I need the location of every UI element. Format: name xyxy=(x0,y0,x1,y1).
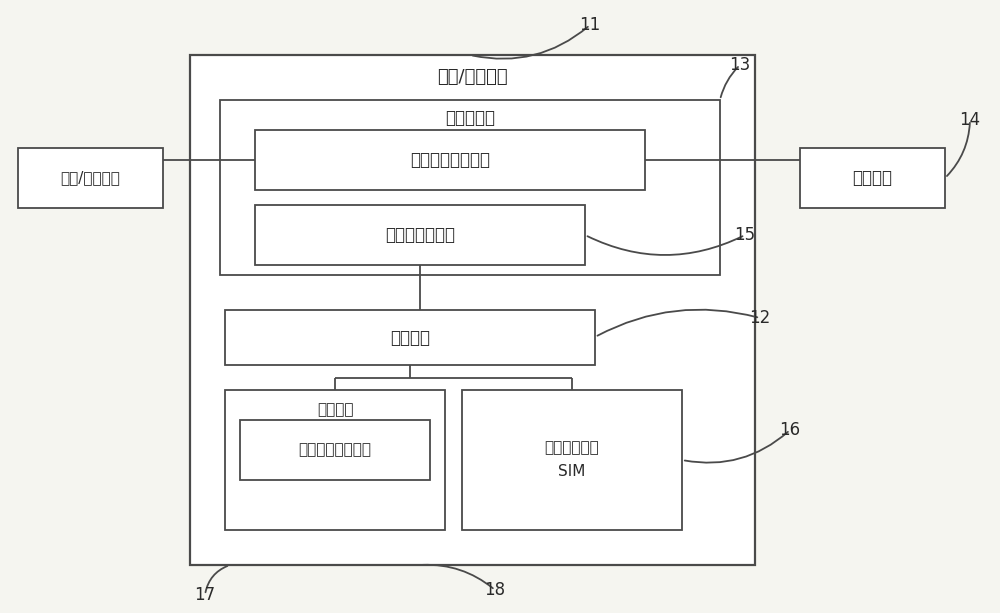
Bar xyxy=(220,100,720,275)
Bar xyxy=(190,55,755,565)
Bar xyxy=(18,148,163,208)
Text: 14: 14 xyxy=(959,111,981,129)
Bar xyxy=(462,390,682,530)
Text: 业务平台: 业务平台 xyxy=(852,169,893,187)
Text: 15: 15 xyxy=(734,226,756,244)
Text: 用户识别模块: 用户识别模块 xyxy=(545,441,599,455)
Bar xyxy=(255,205,585,265)
Text: 12: 12 xyxy=(749,309,771,327)
Text: 18: 18 xyxy=(484,581,506,599)
Text: 13: 13 xyxy=(729,56,751,74)
Text: 通信模块: 通信模块 xyxy=(390,329,430,346)
Bar xyxy=(225,390,445,530)
Text: 第一车载应用程序: 第一车载应用程序 xyxy=(410,151,490,169)
Text: 安全模块: 安全模块 xyxy=(317,403,353,417)
Text: 终端/路侧单元: 终端/路侧单元 xyxy=(61,170,120,186)
Bar xyxy=(255,130,645,190)
Text: SIM: SIM xyxy=(558,465,586,479)
Text: 17: 17 xyxy=(194,586,216,604)
Bar xyxy=(800,148,945,208)
Text: 11: 11 xyxy=(579,16,601,34)
Text: 终端/路侧单元: 终端/路侧单元 xyxy=(437,68,508,86)
Text: 第二车载应用程序: 第二车载应用程序 xyxy=(298,443,372,457)
Text: 用户识别卡接口: 用户识别卡接口 xyxy=(385,226,455,244)
Bar xyxy=(240,420,430,480)
Text: 应用处理器: 应用处理器 xyxy=(445,109,495,127)
Text: 16: 16 xyxy=(779,421,801,439)
Bar xyxy=(225,310,595,365)
